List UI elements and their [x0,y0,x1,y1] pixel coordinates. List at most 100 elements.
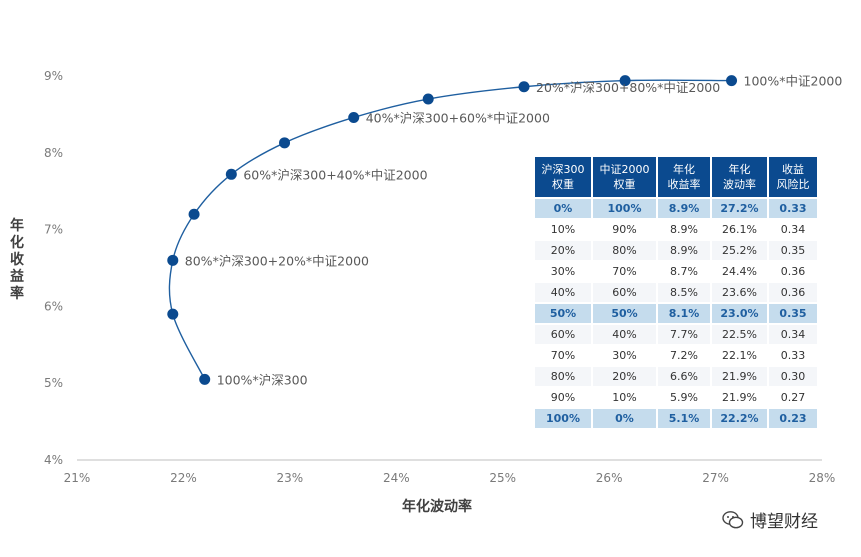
table-cell: 5.9% [658,388,710,407]
table-cell: 21.9% [712,367,767,386]
table-cell: 0.34 [769,325,817,344]
table-cell: 0.35 [769,304,817,323]
table-cell: 90% [535,388,591,407]
table-cell: 100% [535,409,591,428]
y-tick-label: 9% [44,69,63,83]
table-cell: 8.9% [658,220,710,239]
x-tick-label: 22% [170,471,197,485]
table-header-cell: 年化 收益率 [658,157,710,197]
x-axis-title: 年化波动率 [402,498,472,515]
data-point [619,75,631,87]
x-tick-label: 26% [596,471,623,485]
point-annotation: 60%*沪深300+40%*中证2000 [243,167,427,182]
table-row: 100% 0% 5.1% 22.2% 0.23 [535,409,817,428]
table-cell: 24.4% [712,262,767,281]
table-header-cell: 年化 波动率 [712,157,767,197]
header-line: 收益率 [667,178,701,191]
data-point [188,208,200,220]
header-line: 波动率 [723,178,756,191]
header-line: 年化 [673,163,695,176]
data-point [225,168,237,180]
point-annotation: 100%*中证2000 [744,74,843,89]
y-axis-title-char: 率 [10,285,24,302]
x-tick-label: 24% [383,471,410,485]
header-line: 中证2000 [599,163,650,176]
table-row: 30% 70% 8.7% 24.4% 0.36 [535,262,817,281]
table-cell: 8.5% [658,283,710,302]
table-cell: 22.5% [712,325,767,344]
watermark-text: 博望财经 [750,512,818,532]
table-cell: 23.0% [712,304,767,323]
point-annotation: 100%*沪深300 [217,372,308,387]
table-row: 40% 60% 8.5% 23.6% 0.36 [535,283,817,302]
y-axis-title-char: 益 [10,268,24,285]
table-header-cell: 收益 风险比 [769,157,817,197]
table-header-cell: 中证2000 权重 [593,157,656,197]
x-tick-label: 23% [277,471,304,485]
table-row: 80% 20% 6.6% 21.9% 0.30 [535,367,817,386]
table-cell: 70% [535,346,591,365]
table-header-row: 沪深300 权重 中证2000 权重 年化 收益率 年化 波动率 收益 风险比 [535,157,817,197]
y-axis-title-char: 收 [10,251,25,268]
x-tick-label: 25% [489,471,516,485]
header-line: 收益 [782,163,804,176]
table-cell: 0.35 [769,241,817,260]
table-row: 70% 30% 7.2% 22.1% 0.33 [535,346,817,365]
table-cell: 27.2% [712,199,767,218]
table-cell: 22.2% [712,409,767,428]
table-cell: 21.9% [712,388,767,407]
table-cell: 23.6% [712,283,767,302]
table-cell: 80% [593,241,656,260]
header-line: 权重 [613,178,636,191]
table-cell: 50% [593,304,656,323]
table-cell: 10% [535,220,591,239]
data-point [199,373,211,385]
table-row: 60% 40% 7.7% 22.5% 0.34 [535,325,817,344]
data-point [167,254,179,266]
table-cell: 0.36 [769,262,817,281]
table-cell: 90% [593,220,656,239]
table-cell: 0% [593,409,656,428]
table-cell: 0.33 [769,199,817,218]
table-cell: 20% [593,367,656,386]
y-axis-title-char: 年 [10,217,24,234]
y-axis-title: 年化收益率 [10,217,25,302]
x-tick-label: 21% [64,471,91,485]
y-tick-label: 5% [44,376,63,390]
table-cell: 0.30 [769,367,817,386]
y-tick-label: 6% [44,299,63,313]
table-cell: 60% [535,325,591,344]
data-point [279,137,291,149]
header-line: 权重 [552,178,574,191]
table-cell: 30% [593,346,656,365]
data-point [348,111,360,123]
table-cell: 60% [593,283,656,302]
watermark: 博望财经 [722,507,818,532]
table-cell: 25.2% [712,241,767,260]
data-point [422,93,434,105]
x-tick-label: 27% [702,471,729,485]
data-point [726,75,738,87]
y-tick-label: 7% [44,223,63,237]
table-cell: 8.7% [658,262,710,281]
frontier-curve [168,79,732,380]
header-line: 风险比 [776,178,810,191]
point-annotation: 80%*沪深300+20%*中证2000 [185,253,369,268]
table-row: 0% 100% 8.9% 27.2% 0.33 [535,199,817,218]
table-cell: 8.1% [658,304,710,323]
table-cell: 0.36 [769,283,817,302]
table-cell: 30% [535,262,591,281]
table-cell: 7.7% [658,325,710,344]
point-annotation: 40%*沪深300+60%*中证2000 [366,110,550,125]
table-body: 0% 100% 8.9% 27.2% 0.33 10% 90% 8.9% 26.1% 0.34 20… [535,199,817,428]
y-tick-label: 4% [44,453,63,467]
x-tick-label: 28% [809,471,836,485]
table-cell: 0.34 [769,220,817,239]
table-cell: 70% [593,262,656,281]
point-annotation: 20%*沪深300+80%*中证2000 [536,80,720,95]
table-cell: 26.1% [712,220,767,239]
table-cell: 7.2% [658,346,710,365]
table-row: 20% 80% 8.9% 25.2% 0.35 [535,241,817,260]
wechat-icon [722,510,744,528]
